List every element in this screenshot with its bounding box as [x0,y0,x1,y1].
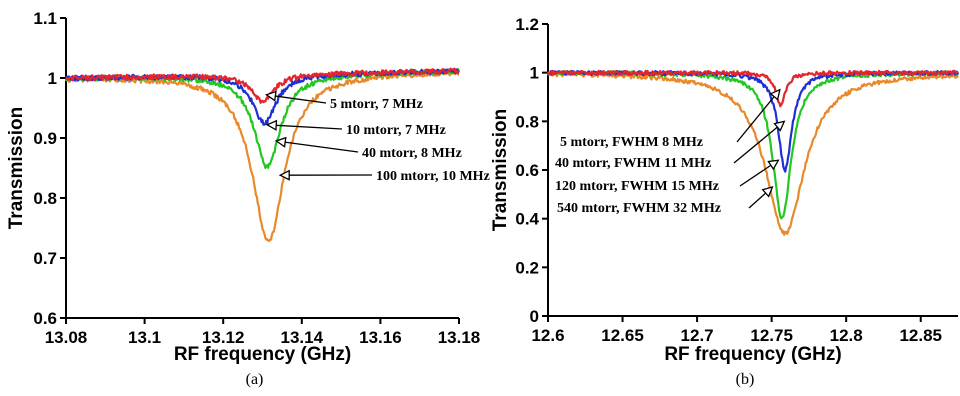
x-tick-label: 13.08 [45,328,88,347]
chart-b: 0 0.2 0.4 0.6 0.8 1 1.2 12.6 12.65 12.7 12.75 12.8 1… [490,15,960,388]
y-tick-label: 0.7 [33,249,57,268]
annotation-label: 40 mtorr, FWHM 11 MHz [555,156,711,171]
series-line [65,67,460,104]
annotation-label: 100 mtorr, 10 MHz [376,169,490,184]
panel-caption: (a) [246,371,264,388]
annotation-label: 540 mtorr, FWHM 32 MHz [557,201,721,216]
y-tick-label: 0.8 [33,189,57,208]
y-tick-label: 1.1 [33,9,57,28]
y-axis-label: Transmission [490,109,511,232]
x-tick-label: 12.85 [899,326,942,345]
annotation-arrow [733,120,785,164]
series-line [547,69,959,108]
x-tick-label: 13.1 [128,328,161,347]
x-tick-label: 12.7 [681,326,714,345]
x-axis-label: RF frequency (GHz) [174,344,351,365]
annotation-arrow [736,89,781,143]
annotation-arrowhead [265,119,278,131]
annotation-label: 5 mtorr, FWHM 8 MHz [560,135,703,150]
y-tick-label: 1 [530,64,539,83]
y-tick-label: 1.2 [515,15,539,34]
annotation-arrowhead [767,159,780,171]
annotation-label: 10 mtorr, 7 MHz [346,123,446,138]
annotation-label: 40 mtorr, 8 MHz [362,146,462,161]
annotation-arrowhead [773,120,786,132]
y-tick-label: 0.6 [33,309,57,328]
annotation-arrowhead [761,186,774,198]
y-tick-label: 0.9 [33,129,57,148]
annotation-arrow [266,94,327,104]
chart-a: 0.6 0.7 0.8 0.9 1 1.1 13.08 13.1 13.12 13.14 13.16… [6,9,490,388]
y-axis-label: Transmission [6,107,27,230]
x-axis-label: RF frequency (GHz) [664,344,841,365]
annotation-arrowhead [274,136,287,148]
y-tick-label: 0.8 [515,112,539,131]
y-tick-label: 0.2 [515,258,539,277]
y-tick-label: 0.6 [515,161,539,180]
x-tick-label: 13.18 [438,328,481,347]
annotation-arrow [267,124,343,130]
annotation-arrowhead [278,169,290,181]
x-tick-label: 13.12 [202,328,245,347]
x-tick-label: 12.8 [830,326,863,345]
annotation-label: 120 mtorr, FWHM 15 MHz [555,179,719,194]
y-tick-label: 0 [530,307,539,326]
x-tick-label: 13.16 [359,328,402,347]
annotation-label: 5 mtorr, 7 MHz [330,97,423,112]
x-tick-label: 12.65 [601,326,644,345]
panel-caption: (b) [736,371,755,388]
x-tick-label: 12.6 [531,326,564,345]
annotation-arrow [276,140,359,153]
x-tick-label: 12.75 [750,326,793,345]
annotation-arrowhead [769,88,781,101]
y-tick-label: 1 [48,69,57,88]
x-tick-label: 13.14 [281,328,324,347]
annotation-arrowhead [264,90,277,102]
series-line [547,71,959,236]
y-tick-label: 0.4 [515,210,539,229]
